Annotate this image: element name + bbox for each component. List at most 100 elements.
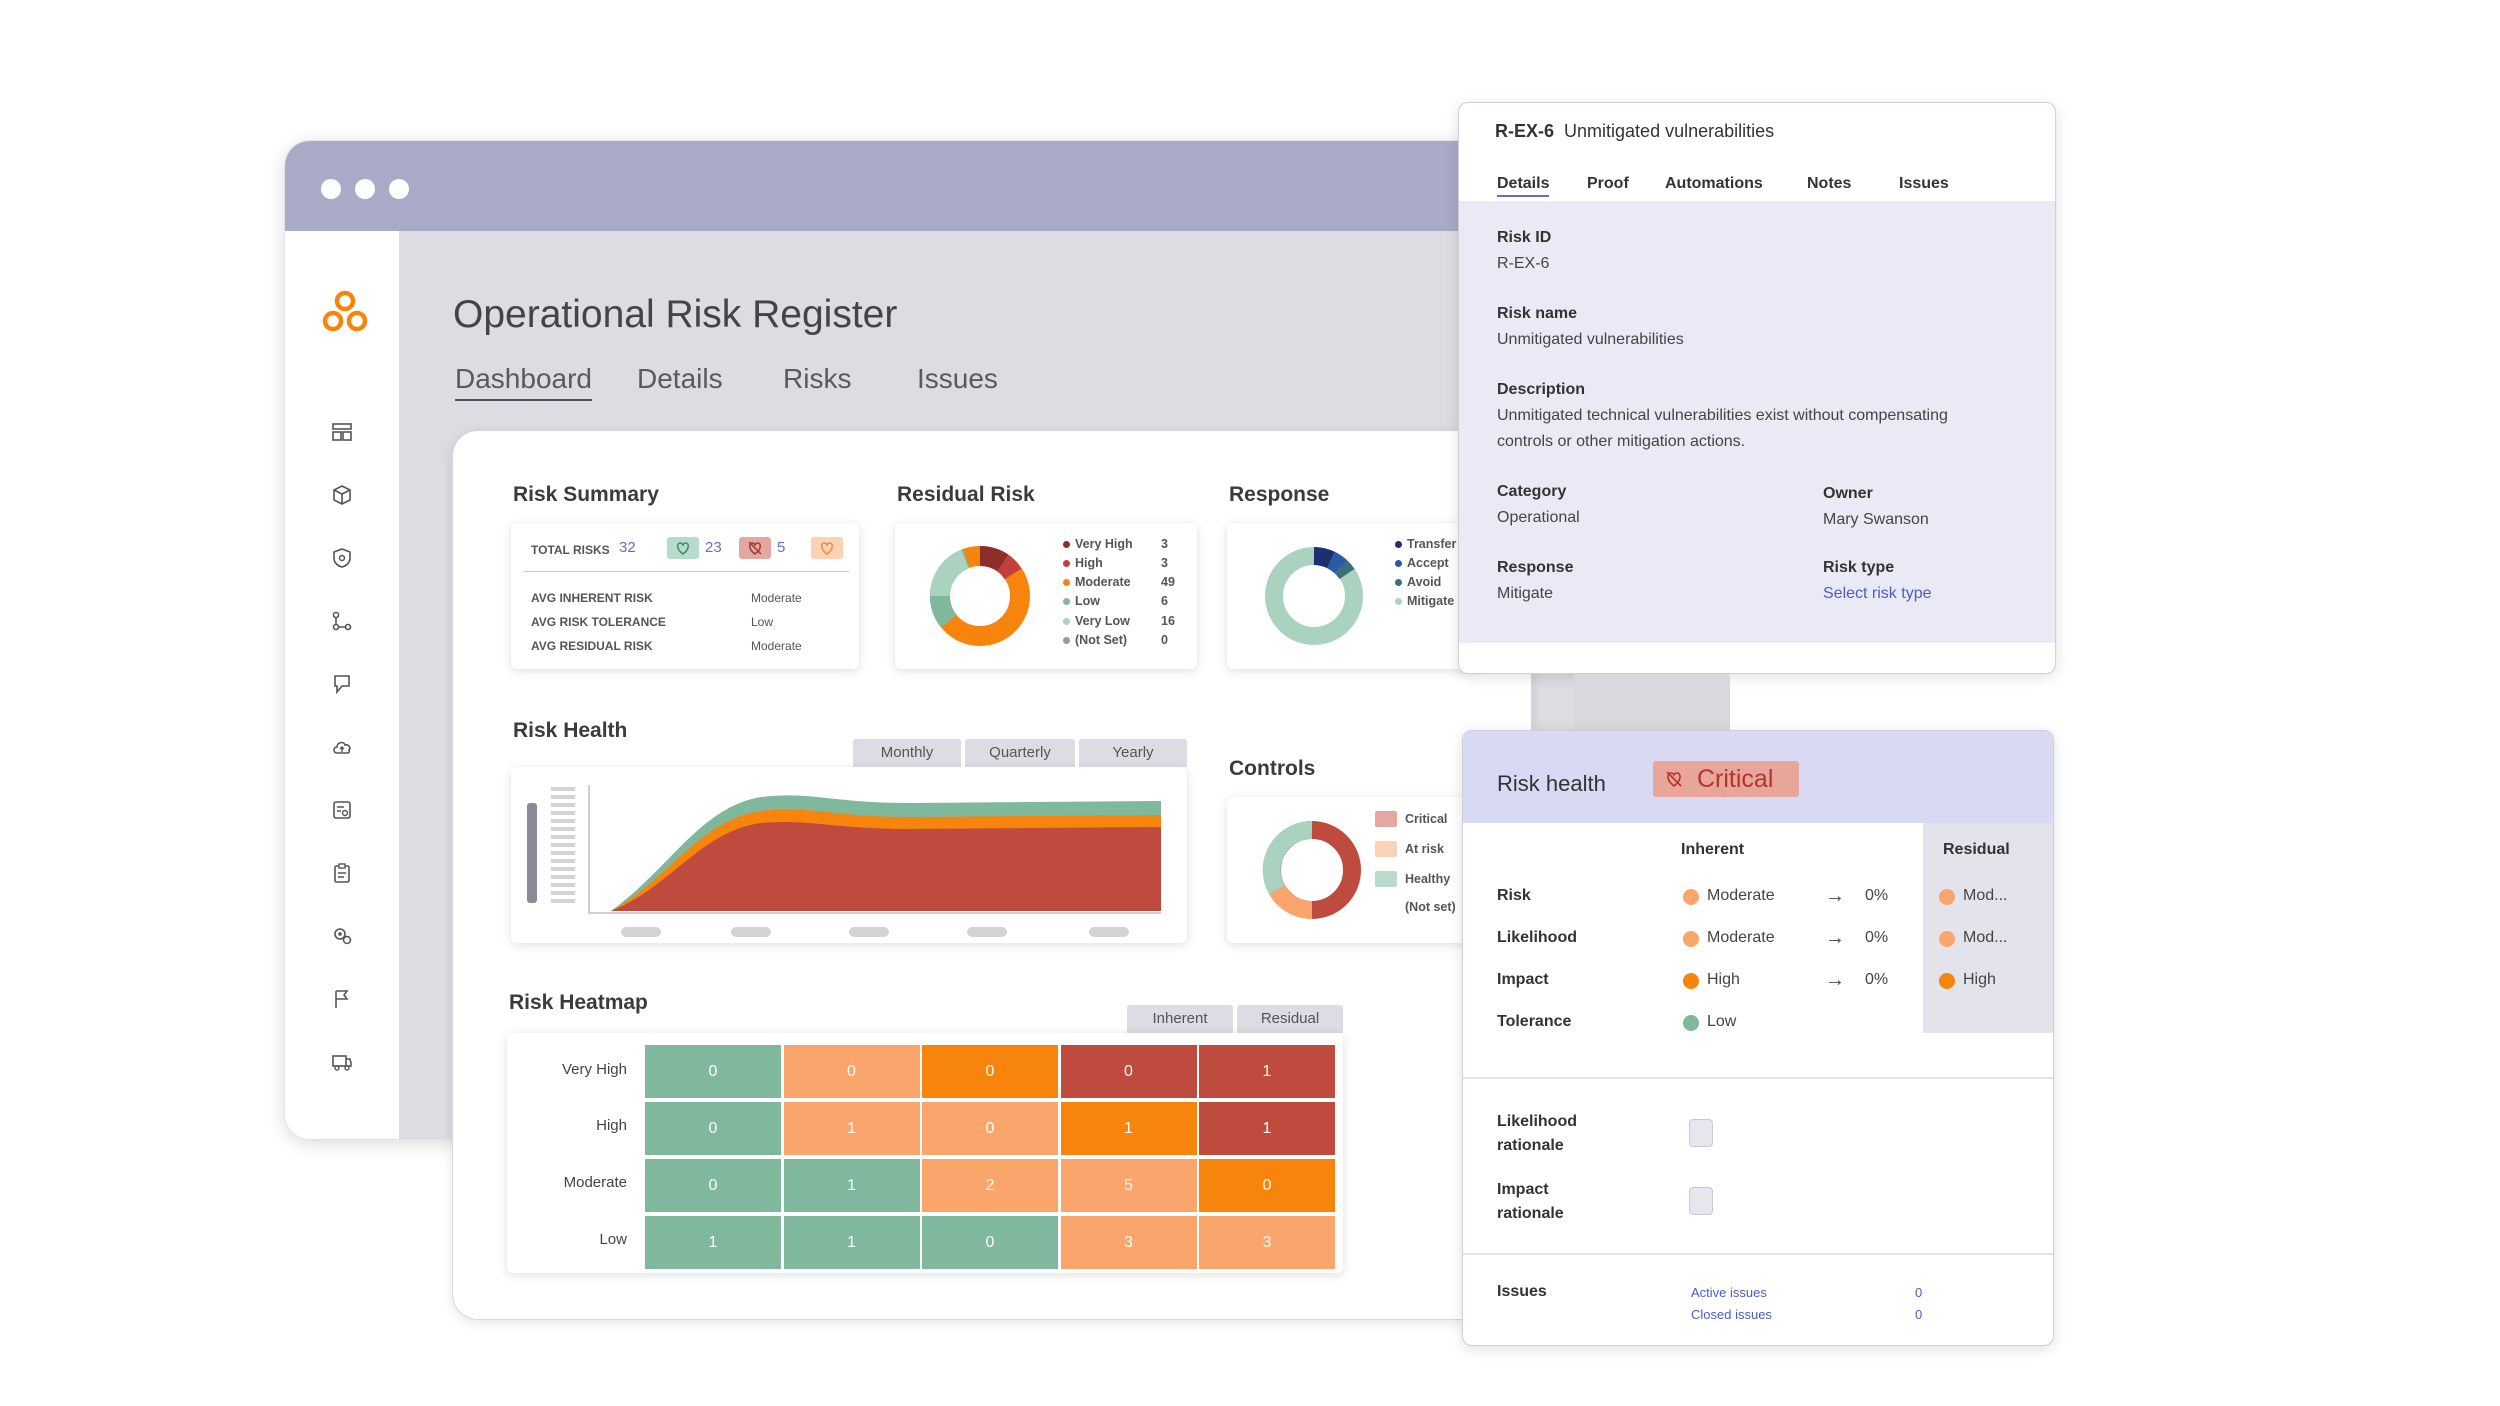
category-value: Operational [1497,509,1580,526]
description-line: Unmitigated technical vulnerabilities ex… [1497,407,1948,424]
heatmap-cell[interactable]: 2 [922,1159,1058,1212]
heatmap-row-label: Very High [561,1061,627,1078]
impact-rationale-checkbox[interactable] [1689,1187,1713,1215]
active-issues-count: 0 [1915,1285,1923,1300]
inherent-level-dot [1683,889,1699,905]
response-donut[interactable] [1259,541,1369,651]
legend-avoid: Avoid [1395,575,1441,589]
heatmap-cell[interactable]: 0 [1060,1045,1197,1098]
window-control-dot[interactable] [355,179,375,199]
detail-tab-details[interactable]: Details [1497,175,1550,197]
heatmap-cell[interactable]: 3 [1199,1216,1335,1269]
detail-body: Risk ID R-EX-6 Risk name Unmitigated vul… [1459,201,2055,643]
tab-risks[interactable]: Risks [783,363,852,394]
cloud-icon[interactable] [331,736,353,758]
heatmap-cell[interactable]: 3 [1060,1216,1197,1269]
heatmap-cell[interactable]: 1 [645,1216,781,1269]
risk-id-label: Risk ID [1497,229,1552,246]
detail-tab-automations[interactable]: Automations [1665,175,1763,192]
clipboard-icon[interactable] [331,862,353,884]
tab-details[interactable]: Details [637,363,723,394]
heatmap-cell[interactable]: 1 [783,1102,920,1155]
heatmap-cell[interactable]: 5 [1060,1159,1197,1212]
risk-summary-title: Risk Summary [513,483,659,506]
closed-issues-count: 0 [1915,1307,1923,1322]
window-control-dot[interactable] [321,179,341,199]
detail-risk-name: Unmitigated vulnerabilities [1564,121,1775,141]
legend-accept: Accept [1395,556,1449,570]
legend-very-high-value: 3 [1161,537,1168,551]
legend-low-value: 6 [1161,594,1168,608]
heatmap-cell[interactable]: 1 [1199,1102,1335,1155]
heatmap-cell[interactable]: 0 [645,1045,781,1098]
shield-icon[interactable] [331,547,353,569]
heatmap-cell[interactable]: 0 [645,1102,781,1155]
risk-health-area-chart [527,785,1161,937]
divider [1463,1077,2053,1079]
healthy-badge[interactable] [667,537,699,559]
report-icon[interactable] [331,799,353,821]
heart-icon [677,542,689,555]
heatmap-cell[interactable]: 1 [1199,1045,1335,1098]
closed-issues-link[interactable]: Closed issues [1691,1307,1772,1322]
dashboard-icon[interactable] [331,421,353,443]
inherent-level-value: Low [1707,1013,1737,1030]
settings-icon[interactable] [331,925,353,947]
risk-type-label: Risk type [1823,559,1895,576]
heatmap-row-label: Moderate [563,1174,627,1191]
detail-tab-proof[interactable]: Proof [1587,175,1629,192]
legend-at-risk: At risk [1405,842,1444,856]
detail-tab-notes[interactable]: Notes [1807,175,1852,192]
arrow-right-icon: → [1825,969,1845,991]
residual-level-dot [1939,973,1955,989]
description-line: controls or other mitigation actions. [1497,433,1746,450]
cube-icon[interactable] [331,484,353,506]
heatmap-cell[interactable]: 1 [1060,1102,1197,1155]
period-quarterly-button[interactable]: Quarterly [965,739,1075,767]
controls-card: Critical At risk Healthy (Not set) [1227,797,1477,943]
at-risk-badge[interactable] [811,537,843,559]
heatmap-residual-button[interactable]: Residual [1237,1005,1343,1033]
detail-tab-issues[interactable]: Issues [1899,175,1949,192]
workflow-icon[interactable] [331,610,353,632]
heatmap-inherent-button[interactable]: Inherent [1127,1005,1233,1033]
heatmap-cell[interactable]: 0 [1199,1159,1335,1212]
truck-icon[interactable] [331,1051,353,1073]
legend-not-set: (Not set) [1405,900,1456,914]
heatmap-cell[interactable]: 0 [922,1216,1058,1269]
flag-icon[interactable] [331,988,353,1010]
legend-not-set: (Not Set) [1063,633,1127,647]
heatmap-cell[interactable]: 0 [645,1159,781,1212]
likelihood-rationale-checkbox[interactable] [1689,1119,1713,1147]
heatmap-row-label: High [596,1117,627,1134]
avg-inherent-risk-label: AVG INHERENT RISK [531,591,653,605]
heatmap-row-label: Low [599,1231,627,1248]
arrow-right-icon: → [1825,927,1845,949]
controls-donut[interactable] [1257,815,1367,925]
heatmap-cell[interactable]: 1 [783,1159,920,1212]
tab-dashboard[interactable]: Dashboard [455,363,592,401]
avg-residual-risk-value: Moderate [751,639,802,653]
critical-badge[interactable] [739,537,771,559]
heatmap-cell[interactable]: 0 [922,1102,1058,1155]
heatmap-cell[interactable]: 1 [783,1216,920,1269]
residual-risk-donut[interactable] [925,541,1035,651]
residual-level-value: Mod... [1963,887,2008,904]
period-monthly-button[interactable]: Monthly [853,739,961,767]
risk-type-select-link[interactable]: Select risk type [1823,585,1932,602]
likelihood-rationale-label: Likelihood [1497,1113,1577,1130]
avg-inherent-risk-value: Moderate [751,591,802,605]
bookmark-icon[interactable] [331,673,353,695]
active-issues-link[interactable]: Active issues [1691,1285,1767,1300]
avg-risk-tolerance-label: AVG RISK TOLERANCE [531,615,666,629]
risk-heatmap-title: Risk Heatmap [509,991,648,1014]
y-axis-scroll-indicator[interactable] [527,803,537,903]
heatmap-cell[interactable]: 0 [783,1045,920,1098]
likelihood-rationale-label-2: rationale [1497,1137,1564,1154]
tab-issues[interactable]: Issues [917,363,998,394]
heatmap-cell[interactable]: 0 [922,1045,1058,1098]
window-control-dot[interactable] [389,179,409,199]
app-logo-icon[interactable] [319,287,371,339]
residual-risk-card: Very High 3 High 3 Moderate 49 Low 6 Ver… [895,523,1197,669]
period-yearly-button[interactable]: Yearly [1079,739,1187,767]
